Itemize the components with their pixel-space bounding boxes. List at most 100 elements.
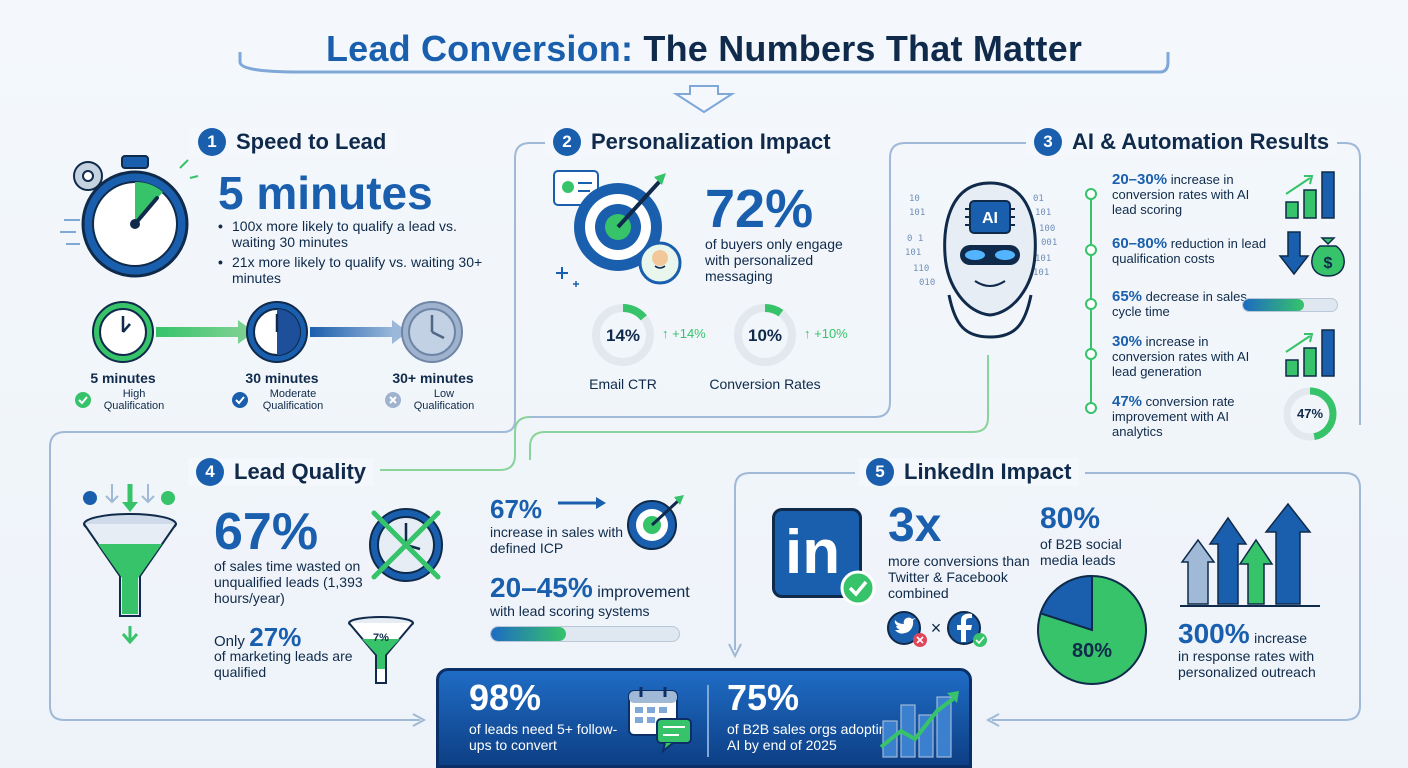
city-growth-icon — [879, 691, 959, 758]
svg-text:101: 101 — [905, 248, 921, 258]
target-persona-icon — [553, 170, 682, 287]
social-icons: × — [887, 611, 987, 647]
funnel-icon — [83, 484, 177, 645]
ai-item: 20–30% increase in conversion rates with… — [1112, 171, 1250, 217]
divider — [707, 685, 709, 757]
stopwatch-icon — [60, 155, 199, 278]
pie-big-stat: 80% — [1040, 502, 1101, 535]
metric-label: Email CTR — [589, 376, 657, 392]
followup-desc: of leads need 5+ follow-ups to convert — [469, 721, 618, 753]
metric-label: Conversion Rates — [709, 376, 821, 392]
arrows-up-chart-icon — [1180, 502, 1320, 607]
section-number: 1 — [198, 128, 226, 156]
clock-icon — [401, 301, 463, 363]
pie-desc: of B2B social media leads — [1040, 536, 1122, 568]
small-funnel-icon — [348, 616, 414, 684]
progress-bar-icon — [1242, 298, 1338, 312]
check-circle-icon — [840, 570, 876, 606]
stage-30plus: 30+ minutes Low Qualification — [378, 370, 488, 412]
ai-chip-label: AI — [982, 210, 998, 227]
crossed-clock-icon — [369, 508, 443, 582]
bottom-highlight-box: 98% of leads need 5+ follow-ups to conve… — [436, 668, 972, 768]
twitter-icon — [887, 611, 927, 647]
speed-big-stat: 5 minutes — [218, 167, 433, 219]
metric-email-ctr: 14% ↑ +14% — [590, 302, 710, 373]
speed-bullets: 100x more likely to qualify a lead vs. w… — [218, 218, 488, 290]
svg-text:101: 101 — [909, 208, 925, 218]
svg-text:$: $ — [1324, 255, 1333, 272]
stage-30min: 30 minutes Moderate Qualification — [222, 370, 342, 412]
section-heading-personalization: 2 Personalization Impact — [545, 128, 839, 156]
page-title: Lead Conversion: The Numbers That Matter — [325, 28, 1083, 69]
section-heading-ai: 3 AI & Automation Results — [1026, 128, 1338, 156]
ai-adoption-desc: of B2B sales orgs adopting AI by end of … — [727, 721, 895, 753]
svg-text:001: 001 — [1041, 238, 1057, 248]
linkedin-desc: more conversions than Twitter & Facebook… — [888, 553, 1030, 601]
x-circle-icon — [385, 392, 401, 408]
speed-bullet: 21x more likely to qualify vs. waiting 3… — [218, 254, 488, 286]
section-number: 3 — [1034, 128, 1062, 156]
ai-adoption-stat: 75% — [727, 677, 800, 718]
change-badge: ↑ +14% — [662, 326, 706, 341]
svg-text:101: 101 — [1035, 254, 1051, 264]
svg-text:100: 100 — [1039, 224, 1055, 234]
icp-desc: increase in sales with defined ICP — [490, 524, 624, 556]
lead-scoring-desc: with lead scoring systems — [490, 603, 650, 619]
bar-chart-up-icon — [1285, 329, 1335, 377]
svg-text:01: 01 — [1033, 194, 1044, 204]
target-arrow-icon — [558, 495, 684, 550]
response-rate-stat: 300% increase — [1178, 618, 1307, 649]
ai-item: 47% conversion rate improvement with AI … — [1112, 393, 1235, 439]
svg-text:10: 10 — [909, 194, 920, 204]
money-bag-down-icon: $ — [1278, 231, 1345, 277]
speed-bullet: 100x more likely to qualify a lead vs. w… — [218, 218, 488, 250]
ring-gauge — [734, 304, 796, 366]
bar-chart-up-icon — [1285, 171, 1335, 219]
clock-icon — [92, 301, 154, 363]
small-funnel-label: 7% — [373, 632, 389, 644]
personalization-desc: of buyers only engage with personalized … — [705, 236, 843, 284]
pie-label: 80% — [1071, 640, 1113, 662]
pie-chart — [1037, 574, 1147, 685]
linkedin-big-stat: 3x — [888, 499, 942, 552]
section-number: 4 — [196, 458, 224, 486]
lead-scoring-stat: 20–45% improvement — [490, 572, 690, 603]
section-heading-quality: 4 Lead Quality — [188, 458, 375, 486]
icp-stat: 67% — [490, 494, 543, 524]
followup-stat: 98% — [469, 677, 542, 718]
personalization-big-stat: 72% — [705, 179, 814, 239]
clock-icon — [246, 301, 308, 363]
quality-desc: of sales time wasted on unqualified lead… — [214, 558, 363, 606]
metric-conversion-rates: 10% ↑ +10% — [732, 302, 852, 373]
ai-item: 30% increase in conversion rates with AI… — [1112, 333, 1250, 379]
donut-icon: 47% — [1282, 386, 1338, 442]
ai-item: 65% decrease in sales cycle time — [1112, 288, 1247, 319]
section-number: 2 — [553, 128, 581, 156]
ai-timeline — [1085, 188, 1097, 414]
change-badge: ↑ +10% — [804, 326, 848, 341]
svg-text:101: 101 — [1035, 208, 1051, 218]
ring-gauge — [592, 304, 654, 366]
ai-item: 60–80% reduction in lead qualification c… — [1112, 235, 1267, 266]
svg-text:110: 110 — [913, 264, 929, 274]
section-heading-speed: 1 Speed to Lead — [190, 128, 395, 156]
ai-robot-head-icon: 10 101 0 1 101 110 010 01 101 100 001 101 101 AI — [905, 181, 1057, 339]
quality-big-stat: 67% — [214, 503, 319, 561]
quality-qualified-stat: Only 27% — [214, 622, 302, 652]
section-heading-linkedin: 5 LinkedIn Impact — [858, 458, 1080, 486]
calendar-chat-icon — [628, 687, 692, 754]
svg-text:101: 101 — [1033, 268, 1049, 278]
speed-timeline — [92, 301, 463, 363]
lead-scoring-progress-bar — [490, 626, 680, 642]
section-number: 5 — [866, 458, 894, 486]
facebook-icon — [947, 611, 987, 647]
check-circle-icon — [232, 392, 248, 408]
svg-text:0 1: 0 1 — [907, 234, 923, 244]
quality-qualified-desc: of marketing leads are qualified — [214, 648, 353, 680]
check-circle-icon — [75, 392, 91, 408]
stage-5min: 5 minutes High Qualification — [68, 370, 178, 412]
svg-text:010: 010 — [919, 278, 935, 288]
svg-text:×: × — [931, 618, 942, 638]
response-rate-desc: in response rates with personalized outr… — [1178, 648, 1316, 680]
